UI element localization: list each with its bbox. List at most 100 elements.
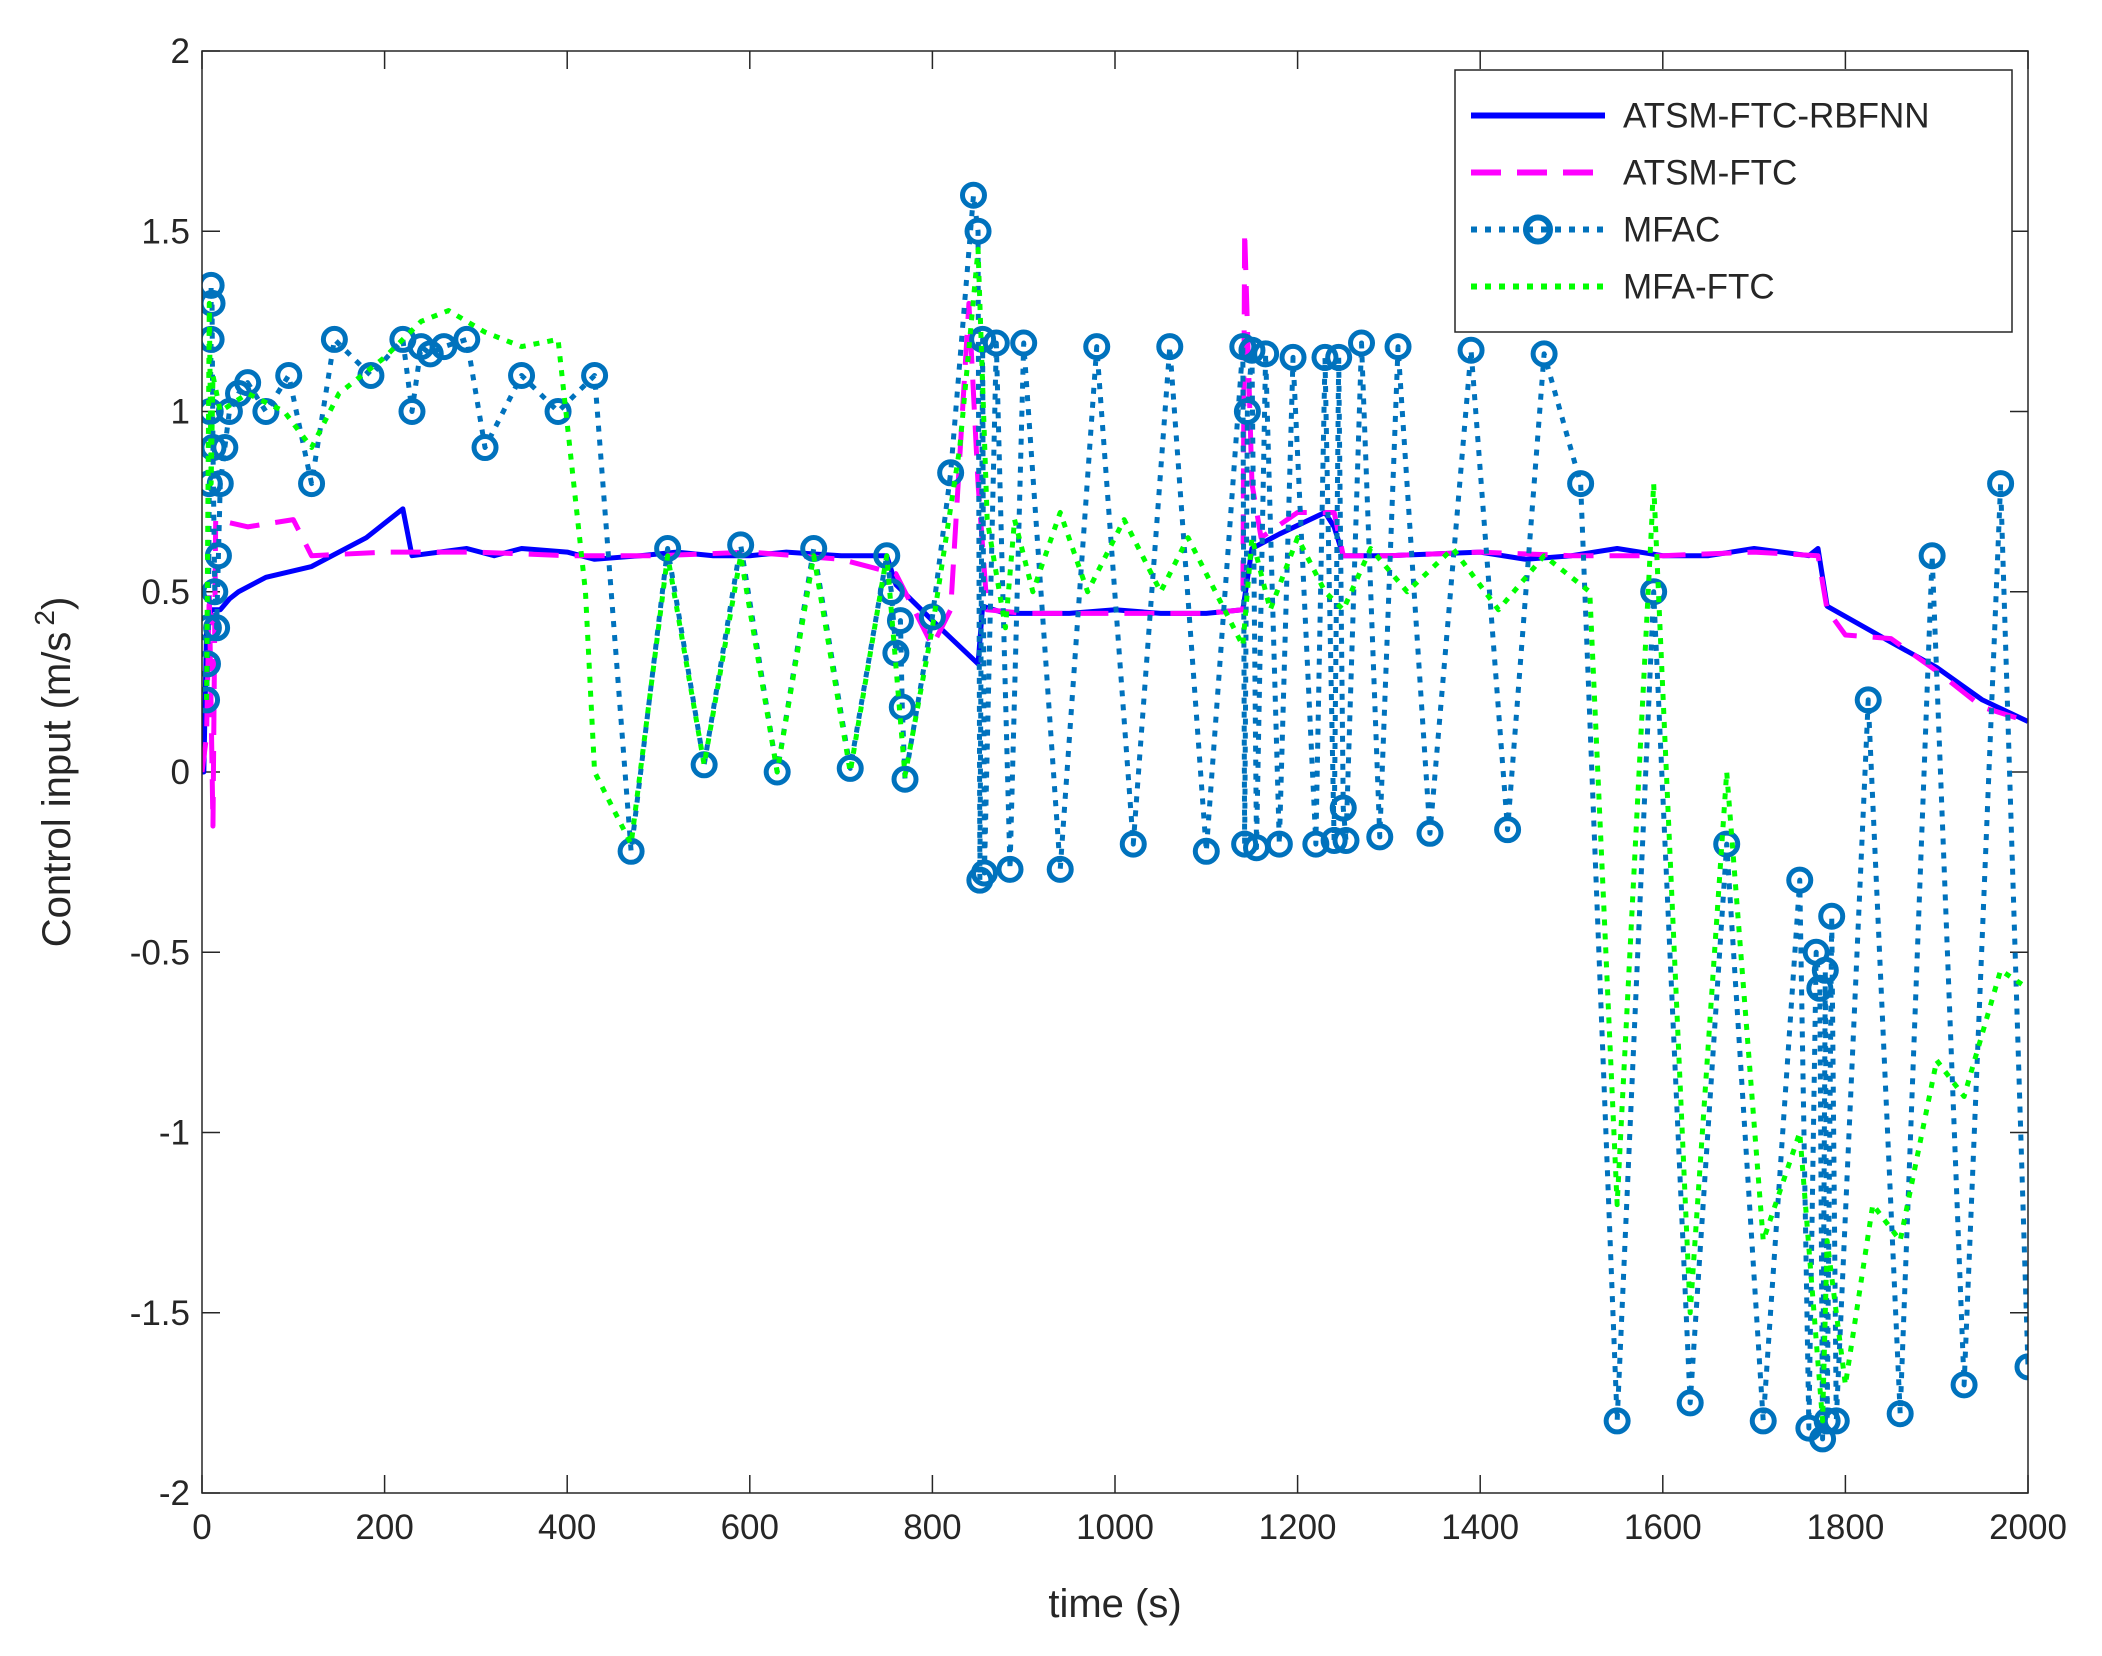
series-marker bbox=[937, 459, 965, 487]
series-marker bbox=[1809, 1425, 1837, 1453]
series-marker bbox=[1325, 343, 1353, 371]
series-marker bbox=[964, 217, 992, 245]
series-marker bbox=[1818, 902, 1846, 930]
x-tick-label: 600 bbox=[721, 1508, 779, 1547]
series-marker bbox=[202, 289, 226, 317]
series-marker bbox=[1918, 542, 1946, 570]
series-marker bbox=[1252, 340, 1280, 368]
series-marker bbox=[1384, 333, 1412, 361]
series-marker bbox=[1987, 470, 2015, 498]
series-marker bbox=[544, 398, 572, 425]
series-marker bbox=[1603, 1407, 1631, 1435]
series-marker bbox=[320, 325, 348, 353]
x-tick-label: 1200 bbox=[1259, 1508, 1337, 1547]
series-marker bbox=[1749, 1407, 1777, 1435]
y-axis-label-text: Control input (m/s bbox=[35, 632, 79, 948]
series-marker bbox=[1530, 340, 1558, 368]
series-marker bbox=[1416, 819, 1444, 847]
series-marker bbox=[836, 754, 864, 782]
legend-label: ATSM-FTC-RBFNN bbox=[1623, 97, 1930, 136]
series-marker bbox=[1329, 794, 1357, 822]
y-tick-label: -1 bbox=[159, 1114, 190, 1153]
series-marker bbox=[1302, 830, 1330, 858]
series-marker bbox=[275, 361, 303, 389]
series-marker bbox=[888, 693, 916, 721]
y-tick-label: -0.5 bbox=[130, 933, 190, 972]
legend-marker bbox=[1523, 214, 1553, 245]
series-marker bbox=[1713, 830, 1741, 858]
series-marker bbox=[1457, 336, 1485, 364]
y-tick-label: 2 bbox=[171, 32, 190, 71]
series-marker bbox=[1279, 343, 1307, 371]
plot-lines bbox=[202, 181, 2028, 1453]
x-axis-label: time (s) bbox=[1048, 1582, 1181, 1626]
series-marker bbox=[508, 361, 536, 389]
x-tick-label: 2000 bbox=[1989, 1508, 2067, 1547]
series-marker bbox=[1811, 956, 1839, 984]
series-marker bbox=[416, 340, 444, 368]
series-marker bbox=[1083, 333, 1111, 361]
series-marker bbox=[1046, 855, 1074, 883]
y-tick-label: -2 bbox=[159, 1474, 190, 1513]
series-marker bbox=[234, 369, 262, 397]
series-marker bbox=[1231, 830, 1259, 858]
series-marker bbox=[298, 470, 326, 498]
legend-label: ATSM-FTC bbox=[1623, 154, 1797, 193]
series-marker bbox=[959, 181, 987, 209]
x-tick-label: 800 bbox=[903, 1508, 961, 1547]
series-marker bbox=[1119, 830, 1147, 858]
series-marker bbox=[1320, 826, 1348, 854]
series-marker bbox=[1156, 333, 1184, 361]
series-marker bbox=[1640, 578, 1668, 606]
x-tick-label: 1000 bbox=[1076, 1508, 1154, 1547]
series-marker bbox=[1192, 837, 1220, 865]
series-marker bbox=[996, 855, 1024, 883]
series-marker bbox=[430, 333, 458, 361]
series-marker bbox=[886, 607, 914, 635]
series-marker bbox=[891, 765, 919, 793]
series-line bbox=[204, 192, 2028, 1442]
series-marker bbox=[202, 686, 221, 714]
series-marker bbox=[727, 531, 755, 559]
series-marker bbox=[1366, 823, 1394, 851]
series-marker bbox=[1265, 830, 1293, 858]
series-marker bbox=[1813, 1407, 1841, 1435]
series-marker bbox=[1950, 1371, 1978, 1399]
series-marker bbox=[918, 603, 946, 631]
x-tick-label: 200 bbox=[355, 1508, 413, 1547]
x-tick-label: 1800 bbox=[1806, 1508, 1884, 1547]
x-tick-label: 1600 bbox=[1624, 1508, 1702, 1547]
series-marker bbox=[1822, 1407, 1850, 1435]
x-tick-label: 400 bbox=[538, 1508, 596, 1547]
series-marker bbox=[581, 361, 609, 389]
series-marker bbox=[1233, 398, 1261, 425]
series-marker bbox=[453, 325, 481, 353]
series-marker bbox=[1238, 336, 1266, 364]
series-marker bbox=[398, 398, 426, 425]
series-marker bbox=[1886, 1400, 1914, 1428]
series-marker bbox=[1786, 866, 1814, 894]
y-axis-label-end: ) bbox=[35, 597, 79, 610]
legend-label: MFA-FTC bbox=[1623, 268, 1775, 307]
x-tick-label: 1400 bbox=[1441, 1508, 1519, 1547]
series-marker bbox=[1494, 816, 1522, 844]
series-marker bbox=[202, 271, 225, 299]
y-axis-label-sup: 2 bbox=[29, 610, 60, 626]
y-tick-label: 1 bbox=[171, 393, 190, 432]
legend-label: MFAC bbox=[1623, 211, 1720, 250]
plot-frame bbox=[201, 50, 2029, 1494]
y-tick-label: 0 bbox=[171, 753, 190, 792]
series-marker bbox=[1311, 343, 1339, 371]
series-marker bbox=[1567, 470, 1595, 498]
series-marker bbox=[1348, 329, 1376, 357]
series-marker bbox=[471, 434, 499, 462]
series-marker bbox=[1854, 686, 1882, 714]
y-tick-label: 0.5 bbox=[141, 573, 190, 612]
y-tick-label: -1.5 bbox=[130, 1294, 190, 1333]
series-line bbox=[204, 246, 2028, 1424]
series-marker bbox=[1676, 1389, 1704, 1417]
series-marker bbox=[1010, 329, 1038, 357]
series-marker bbox=[982, 329, 1010, 357]
